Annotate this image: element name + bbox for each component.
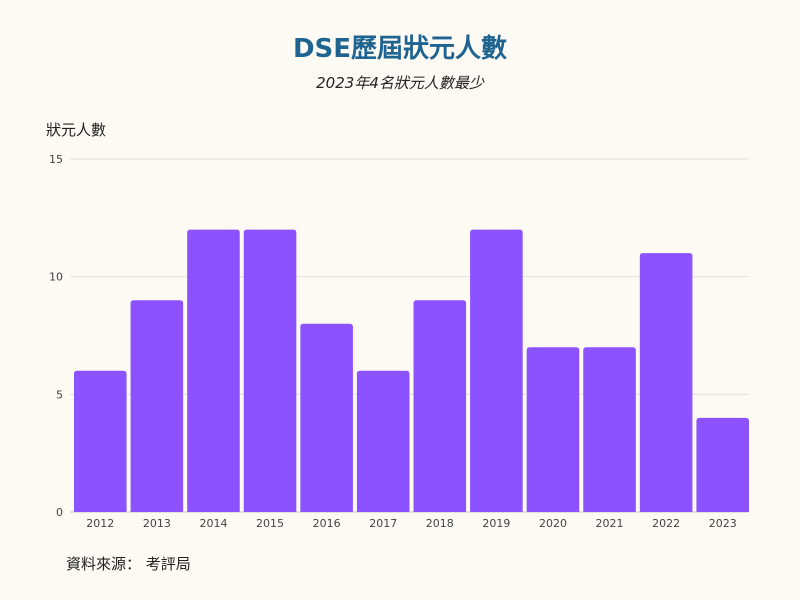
bar	[696, 417, 749, 512]
x-tick-label: 2016	[313, 517, 341, 530]
bar	[130, 300, 184, 512]
bar	[74, 370, 127, 512]
y-tick-label: 10	[49, 271, 63, 284]
x-tick-label: 2017	[369, 517, 397, 530]
x-tick-label: 2019	[482, 517, 510, 530]
x-tick-label: 2022	[652, 517, 680, 530]
x-tick-label: 2021	[596, 517, 624, 530]
x-tick-label: 2023	[709, 517, 737, 530]
x-tick-labels: 2012 2013 2014 2015 2016 2017 2018 2019 2020 2021…	[86, 517, 736, 530]
chart-subtitle: 2023年4名狀元人數最少	[316, 74, 484, 92]
x-tick-label: 2015	[256, 517, 284, 530]
bar	[526, 347, 580, 512]
y-tick-label: 15	[49, 153, 63, 166]
bar	[243, 229, 297, 512]
bars	[74, 229, 749, 512]
bar	[300, 323, 353, 512]
chart-title: DSE歷屆狀元人數	[292, 34, 508, 64]
x-tick-label: 2018	[426, 517, 454, 530]
y-axis-label: 狀元人數	[46, 121, 107, 139]
bar	[187, 229, 240, 512]
y-tick-label: 5	[56, 388, 63, 401]
bar	[639, 253, 693, 512]
x-tick-label: 2014	[199, 517, 227, 530]
bar	[583, 347, 636, 512]
bar	[413, 300, 467, 512]
bar	[470, 229, 523, 512]
y-tick-labels: 0 5 10 15	[49, 153, 63, 519]
bar	[356, 370, 410, 512]
x-tick-label: 2012	[86, 517, 114, 530]
x-tick-label: 2020	[539, 517, 567, 530]
source-note: 資料來源： 考評局	[66, 555, 191, 573]
x-tick-label: 2013	[143, 517, 171, 530]
y-tick-label: 0	[56, 506, 63, 519]
